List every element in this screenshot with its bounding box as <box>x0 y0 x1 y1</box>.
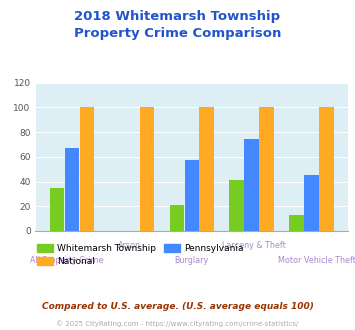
Text: All Property Crime: All Property Crime <box>30 256 104 265</box>
Bar <box>245 139 259 231</box>
Text: Burglary: Burglary <box>175 256 209 265</box>
Text: 2018 Whitemarsh Township
Property Crime Comparison: 2018 Whitemarsh Township Property Crime … <box>74 10 281 40</box>
Text: Larceny & Theft: Larceny & Theft <box>222 241 286 250</box>
Text: Motor Vehicle Theft: Motor Vehicle Theft <box>278 256 355 265</box>
Bar <box>80 107 94 231</box>
Bar <box>319 107 334 231</box>
Text: Compared to U.S. average. (U.S. average equals 100): Compared to U.S. average. (U.S. average … <box>42 302 313 311</box>
Bar <box>260 107 274 231</box>
Text: Arson: Arson <box>118 241 141 250</box>
Bar <box>65 148 79 231</box>
Legend: Whitemarsh Township, National, Pennsylvania: Whitemarsh Township, National, Pennsylva… <box>33 241 247 270</box>
Bar <box>229 180 244 231</box>
Bar <box>200 107 214 231</box>
Bar <box>185 160 199 231</box>
Text: © 2025 CityRating.com - https://www.cityrating.com/crime-statistics/: © 2025 CityRating.com - https://www.city… <box>56 321 299 327</box>
Bar <box>50 188 64 231</box>
Bar <box>304 175 319 231</box>
Bar <box>289 215 304 231</box>
Bar <box>140 107 154 231</box>
Bar <box>170 205 184 231</box>
